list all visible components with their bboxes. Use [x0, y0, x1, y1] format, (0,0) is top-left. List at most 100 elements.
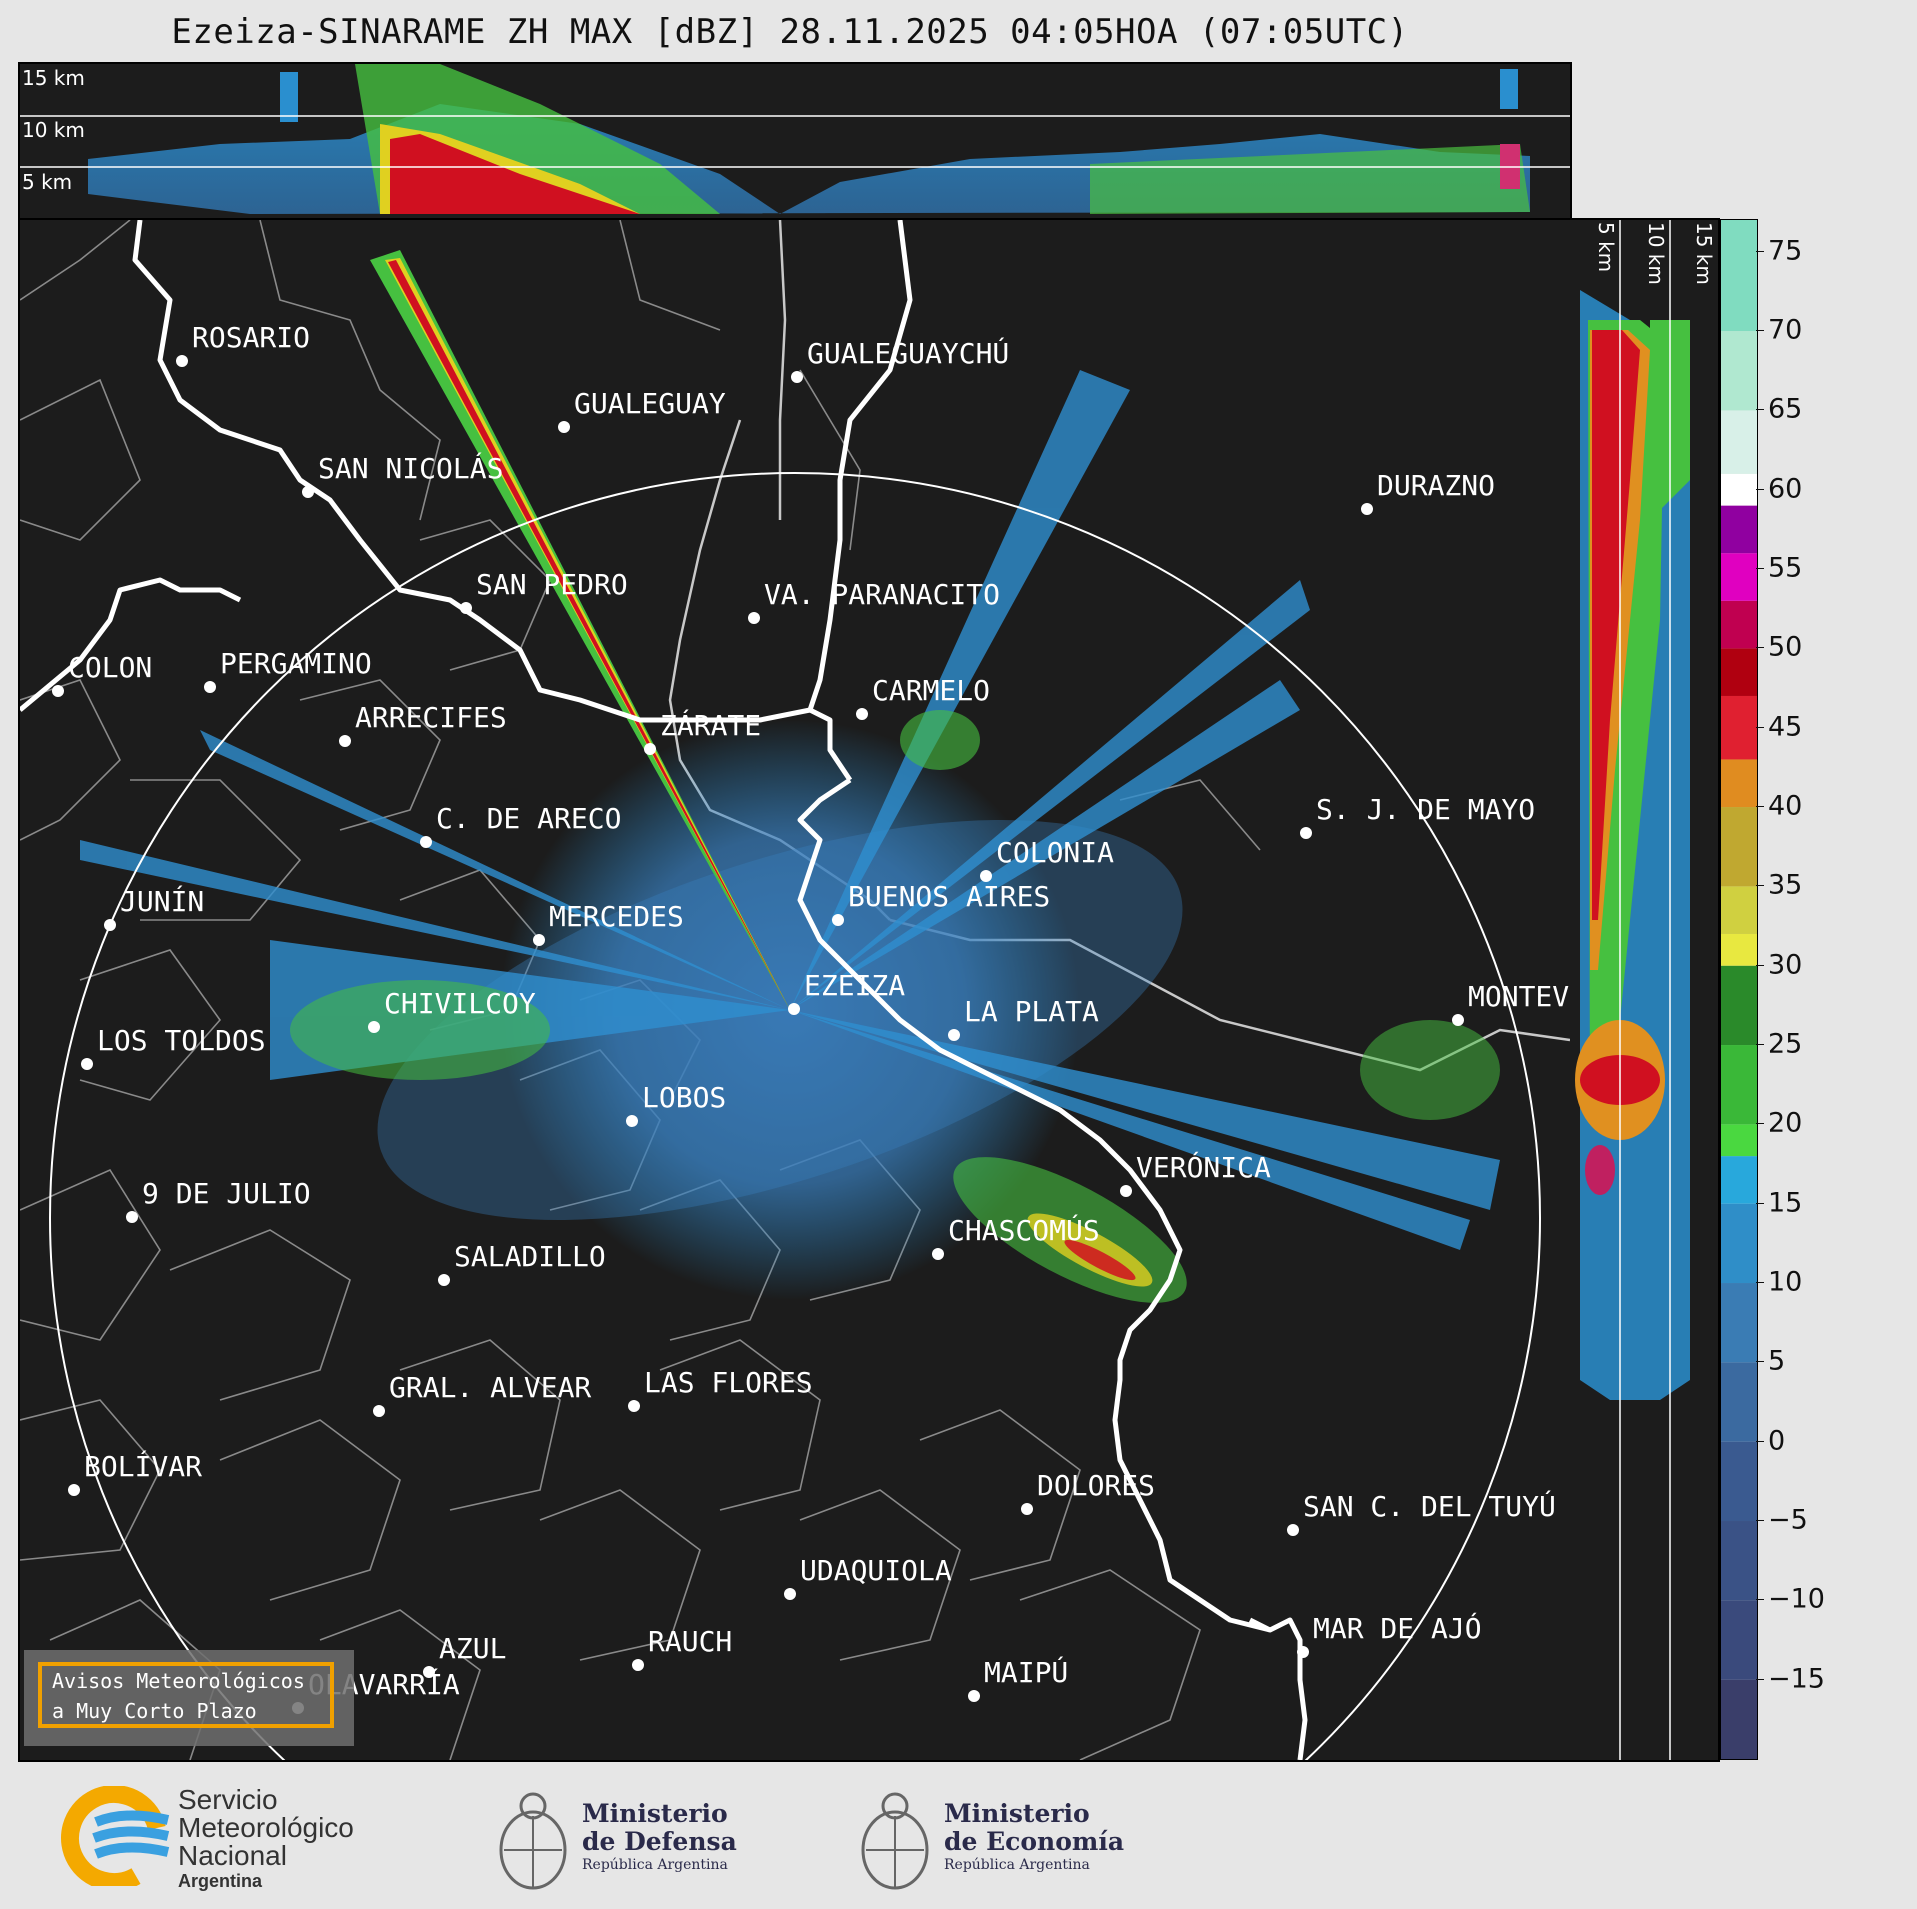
city-marker: [980, 870, 992, 882]
city-label: DURAZNO: [1377, 469, 1496, 502]
colorbar-tick-mark: [1756, 1361, 1764, 1363]
vertical-profile-ew: 5 km 10 km 15 km: [1570, 218, 1720, 1762]
city-label: SAN PEDRO: [476, 568, 628, 601]
city-marker: [373, 1405, 385, 1417]
colorbar-tick-label: 0: [1768, 1425, 1786, 1457]
smn-sun-icon: [60, 1785, 170, 1891]
city-marker: [628, 1400, 640, 1412]
colorbar-band: [1721, 807, 1757, 887]
colorbar-band: [1721, 1124, 1757, 1157]
smn-line-2: Meteorológico: [178, 1812, 354, 1843]
city-marker: [438, 1274, 450, 1286]
city-label: LOS TOLDOS: [97, 1024, 266, 1057]
city-label: VA. PARANACITO: [764, 578, 1001, 611]
city-label: MERCEDES: [549, 900, 684, 933]
city-label: UDAQUIOLA: [800, 1554, 952, 1587]
colorbar-tick-label: 70: [1768, 314, 1803, 346]
city-marker: [1300, 827, 1312, 839]
colorbar-band: [1721, 648, 1757, 696]
colorbar-band: [1721, 553, 1757, 601]
map-title: Ezeiza-SINARAME ZH MAX [dBZ] 28.11.2025 …: [171, 12, 1409, 52]
colorbar-band: [1721, 1362, 1757, 1442]
city-marker: [1361, 503, 1373, 515]
economia-logo-text: Ministerio de Economía República Argenti…: [944, 1800, 1124, 1874]
colorbar-band: [1721, 886, 1757, 934]
colorbar-tick-mark: [1756, 647, 1764, 649]
colorbar-tick-mark: [1756, 1202, 1764, 1204]
city-marker: [968, 1690, 980, 1702]
city-marker: [104, 919, 116, 931]
colorbar-band: [1721, 505, 1757, 554]
colorbar-band: [1721, 1045, 1757, 1125]
height-label-10: 10 km: [22, 118, 85, 142]
city-label: MAR DE AJÓ: [1313, 1612, 1482, 1645]
city-label: S. J. DE MAYO: [1316, 793, 1536, 826]
colorbar-band: [1721, 965, 1757, 1046]
city-label: SALADILLO: [454, 1240, 606, 1273]
economia-line-3: República Argentina: [944, 1857, 1090, 1873]
economia-line-2: de Economía: [944, 1827, 1125, 1856]
warnings-box[interactable]: Avisos Meteorológicos a Muy Corto Plazo: [38, 1662, 334, 1728]
city-label: JUNÍN: [120, 885, 205, 918]
colorbar-band: [1721, 933, 1757, 966]
colorbar-tick-mark: [1756, 488, 1764, 490]
colorbar: [1720, 219, 1758, 1760]
city-marker: [1452, 1014, 1464, 1026]
colorbar-tick-mark: [1756, 1044, 1764, 1046]
city-label: 9 DE JULIO: [142, 1177, 311, 1210]
smn-line-3: Nacional: [178, 1840, 287, 1871]
colorbar-tick-label: 50: [1768, 631, 1803, 663]
city-marker: [948, 1029, 960, 1041]
city-marker: [788, 1003, 800, 1015]
smn-logo: [56, 1785, 176, 1891]
colorbar-tick-mark: [1756, 250, 1764, 252]
smn-logo-text: Servicio Meteorológico Nacional Argentin…: [178, 1786, 354, 1892]
colorbar-tick-label: 75: [1768, 235, 1803, 267]
side-height-label-10: 10 km: [1644, 222, 1668, 285]
city-marker: [632, 1659, 644, 1671]
colorbar-tick-label: 10: [1768, 1266, 1803, 1298]
city-label: CHASCOMÚS: [948, 1214, 1100, 1247]
city-label: COLONIA: [996, 836, 1115, 869]
city-marker: [81, 1058, 93, 1070]
colorbar-band: [1721, 695, 1757, 760]
colorbar-tick-label: 55: [1768, 552, 1803, 584]
city-marker: [302, 486, 314, 498]
profile-ew-graphic: [1575, 220, 1690, 1760]
radar-map-graphic: [20, 220, 1570, 1760]
colorbar-tick-label: 60: [1768, 473, 1803, 505]
colorbar-band: [1721, 759, 1757, 808]
city-marker: [644, 743, 656, 755]
city-marker: [68, 1484, 80, 1496]
colorbar-band: [1721, 410, 1757, 474]
city-label: C. DE ARECO: [436, 802, 622, 835]
colorbar-band: [1721, 220, 1757, 332]
colorbar-band: [1721, 473, 1757, 506]
colorbar-band: [1721, 1203, 1757, 1284]
warnings-badge[interactable]: Avisos Meteorológicos a Muy Corto Plazo: [24, 1650, 354, 1746]
city-marker: [204, 681, 216, 693]
colorbar-tick-label: 65: [1768, 393, 1803, 425]
city-label: VERÓNICA: [1136, 1151, 1271, 1184]
city-label: ZÁRATE: [660, 709, 762, 742]
city-marker: [368, 1021, 380, 1033]
city-label: LOBOS: [642, 1081, 727, 1114]
city-label: SAN C. DEL TUYÚ: [1303, 1490, 1556, 1523]
colorbar-band: [1721, 1521, 1757, 1601]
colorbar-tick-label: 20: [1768, 1107, 1803, 1139]
colorbar-tick-mark: [1756, 1123, 1764, 1125]
city-label: LAS FLORES: [644, 1366, 813, 1399]
colorbar-band: [1721, 1156, 1757, 1204]
city-label: CHIVILCOY: [384, 987, 536, 1020]
city-marker: [832, 914, 844, 926]
city-marker: [1021, 1503, 1033, 1515]
city-marker: [420, 836, 432, 848]
vertical-profile-ns: 15 km 10 km 5 km: [18, 62, 1572, 220]
city-label: MONTEVIDEO: [1468, 980, 1570, 1013]
city-marker: [932, 1248, 944, 1260]
economia-seal-icon: [856, 1776, 934, 1896]
city-label: ARRECIFES: [355, 701, 507, 734]
side-height-label-15: 15 km: [1692, 222, 1716, 285]
footer: Servicio Meteorológico Nacional Argentin…: [0, 1762, 1917, 1909]
city-marker: [558, 421, 570, 433]
